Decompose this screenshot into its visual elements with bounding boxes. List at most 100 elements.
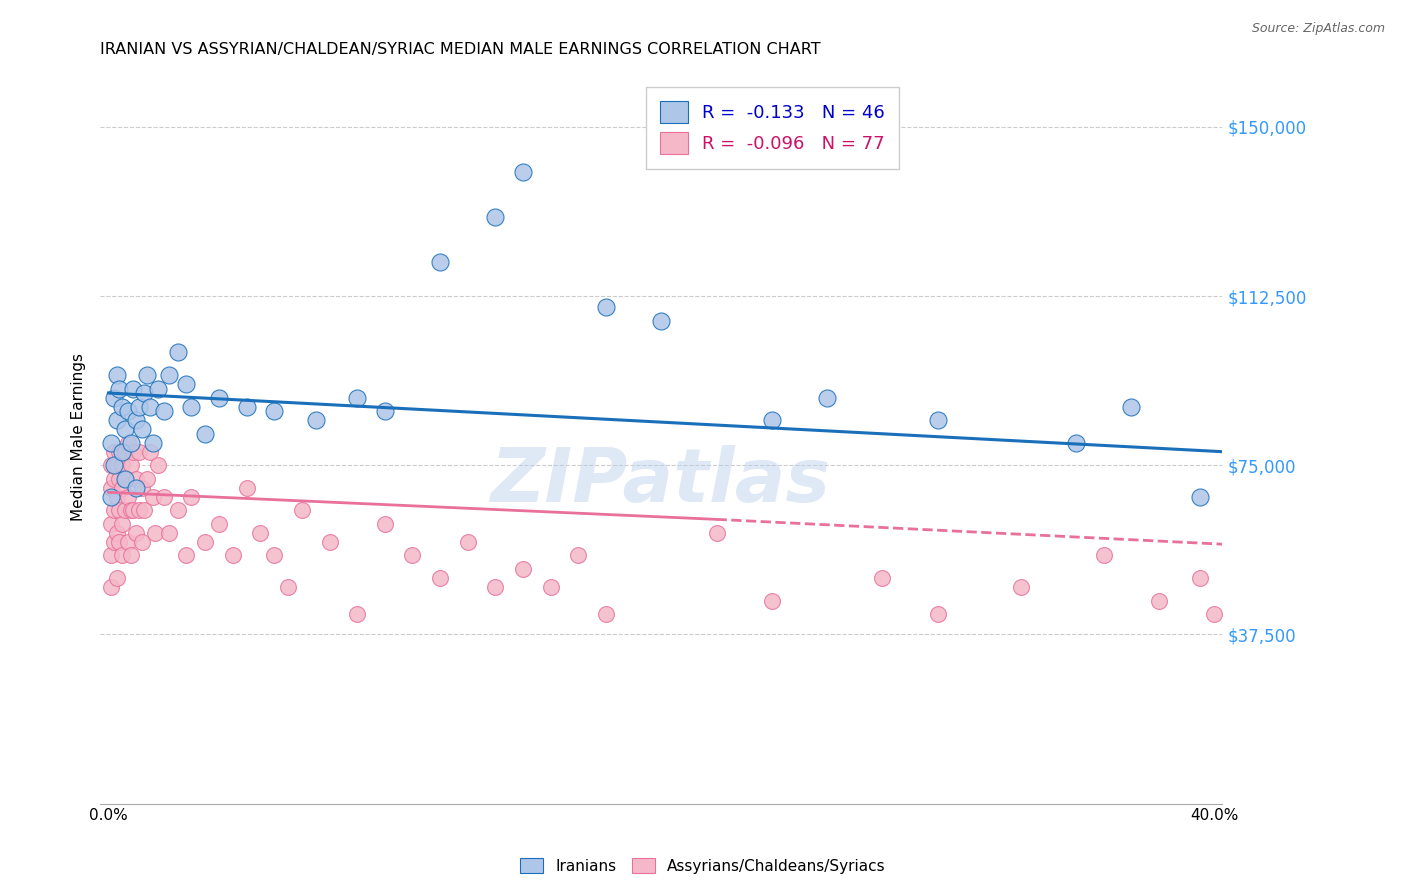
Point — [100, 516, 122, 531]
Point — [108, 444, 131, 458]
Point — [157, 525, 180, 540]
Point — [706, 525, 728, 540]
Point — [117, 435, 139, 450]
Point — [114, 422, 136, 436]
Point — [131, 422, 153, 436]
Point — [180, 490, 202, 504]
Point — [139, 400, 162, 414]
Point — [100, 490, 122, 504]
Point — [761, 413, 783, 427]
Point — [111, 400, 134, 414]
Point — [567, 549, 589, 563]
Point — [142, 435, 165, 450]
Point — [103, 535, 125, 549]
Point — [114, 503, 136, 517]
Point — [120, 435, 142, 450]
Point — [815, 391, 838, 405]
Point — [111, 458, 134, 473]
Point — [457, 535, 479, 549]
Point — [1189, 571, 1212, 585]
Point — [122, 503, 145, 517]
Point — [512, 165, 534, 179]
Text: ZIPatlas: ZIPatlas — [491, 444, 831, 517]
Point — [346, 607, 368, 621]
Point — [249, 525, 271, 540]
Point — [105, 458, 128, 473]
Point — [111, 549, 134, 563]
Point — [1204, 607, 1226, 621]
Point — [105, 525, 128, 540]
Point — [108, 382, 131, 396]
Point — [374, 516, 396, 531]
Y-axis label: Median Male Earnings: Median Male Earnings — [72, 353, 86, 521]
Point — [148, 382, 170, 396]
Point — [136, 368, 159, 382]
Point — [512, 562, 534, 576]
Point — [111, 444, 134, 458]
Point — [114, 444, 136, 458]
Point — [120, 549, 142, 563]
Point — [105, 368, 128, 382]
Point — [235, 481, 257, 495]
Point — [122, 444, 145, 458]
Point — [166, 503, 188, 517]
Point — [111, 516, 134, 531]
Point — [166, 345, 188, 359]
Point — [872, 571, 894, 585]
Point — [125, 413, 148, 427]
Point — [128, 503, 150, 517]
Legend: Iranians, Assyrians/Chaldeans/Syriacs: Iranians, Assyrians/Chaldeans/Syriacs — [515, 852, 891, 880]
Point — [429, 571, 451, 585]
Point — [114, 472, 136, 486]
Point — [108, 535, 131, 549]
Point — [117, 535, 139, 549]
Point — [131, 481, 153, 495]
Point — [134, 503, 156, 517]
Point — [152, 490, 174, 504]
Point — [291, 503, 314, 517]
Point — [263, 404, 285, 418]
Point — [157, 368, 180, 382]
Point — [208, 516, 231, 531]
Point — [145, 525, 167, 540]
Point — [346, 391, 368, 405]
Point — [125, 472, 148, 486]
Point — [1064, 435, 1087, 450]
Point — [103, 444, 125, 458]
Point — [125, 481, 148, 495]
Point — [108, 503, 131, 517]
Point — [114, 472, 136, 486]
Point — [1147, 593, 1170, 607]
Point — [429, 255, 451, 269]
Text: Source: ZipAtlas.com: Source: ZipAtlas.com — [1251, 22, 1385, 36]
Point — [277, 580, 299, 594]
Point — [122, 382, 145, 396]
Point — [208, 391, 231, 405]
Point — [927, 413, 949, 427]
Point — [111, 481, 134, 495]
Point — [318, 535, 340, 549]
Point — [100, 580, 122, 594]
Point — [761, 593, 783, 607]
Point — [484, 580, 506, 594]
Text: IRANIAN VS ASSYRIAN/CHALDEAN/SYRIAC MEDIAN MALE EARNINGS CORRELATION CHART: IRANIAN VS ASSYRIAN/CHALDEAN/SYRIAC MEDI… — [100, 42, 821, 57]
Point — [1189, 490, 1212, 504]
Point — [174, 377, 197, 392]
Point — [484, 210, 506, 224]
Point — [103, 472, 125, 486]
Point — [117, 404, 139, 418]
Point — [142, 490, 165, 504]
Point — [180, 400, 202, 414]
Point — [136, 472, 159, 486]
Point — [108, 472, 131, 486]
Point — [103, 391, 125, 405]
Point — [148, 458, 170, 473]
Point — [1092, 549, 1115, 563]
Point — [174, 549, 197, 563]
Point — [305, 413, 328, 427]
Point — [117, 490, 139, 504]
Point — [100, 435, 122, 450]
Point — [152, 404, 174, 418]
Point — [1010, 580, 1032, 594]
Point — [105, 490, 128, 504]
